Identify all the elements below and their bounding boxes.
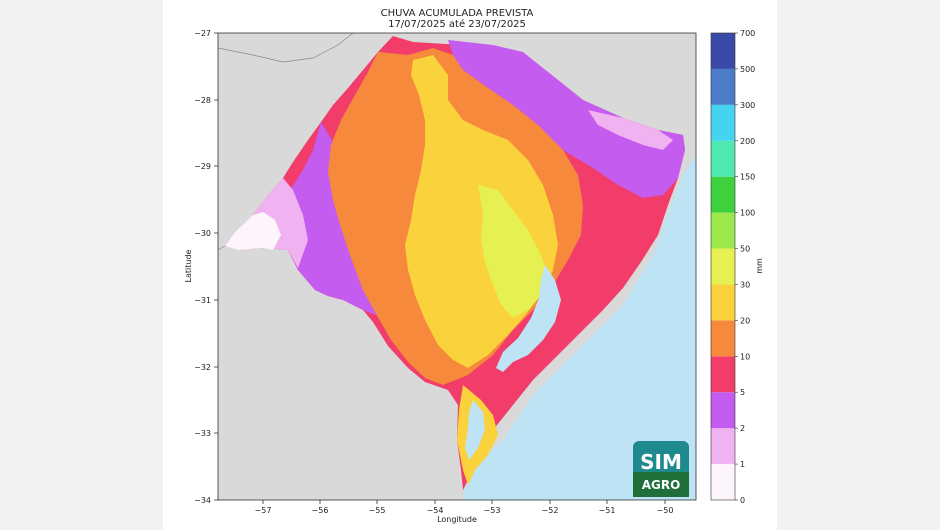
x-tick-label: −50 xyxy=(657,506,674,515)
central-rainfall-30-50mm xyxy=(478,185,548,318)
x-tick-label: −54 xyxy=(427,506,444,515)
y-axis-ticks: −27 −28 −29 −30 −31 −32 −33 −34 xyxy=(194,29,218,505)
lagoa-dos-patos xyxy=(496,265,561,372)
map-area xyxy=(218,33,696,500)
colorbar-tick-label: 1 xyxy=(740,460,745,469)
colorbar-tick-label: 700 xyxy=(740,29,755,38)
figure-panel: CHUVA ACUMULADA PREVISTA 17/07/2025 até … xyxy=(163,0,777,530)
northeast-rainfall-2-5mm xyxy=(448,40,685,198)
lagoa-mirim xyxy=(465,400,485,460)
y-axis-label: Latitude xyxy=(184,249,193,282)
map-subtitle: 17/07/2025 até 23/07/2025 xyxy=(388,18,526,30)
colorbar-tick-label: 50 xyxy=(740,245,750,254)
colorbar-segment xyxy=(711,392,735,429)
x-axis-ticks: −57 −56 −55 −54 −53 −52 −51 −50 xyxy=(255,500,674,515)
colorbar-segment xyxy=(711,104,735,141)
colorbar-segment xyxy=(711,284,735,321)
y-tick-label: −27 xyxy=(194,29,211,38)
colorbar-segment xyxy=(711,212,735,249)
colorbar-tick-label: 2 xyxy=(740,424,745,433)
colorbar-tick-label: 30 xyxy=(740,280,750,289)
colorbar-tick-label: 20 xyxy=(740,316,750,325)
colorbar-segment xyxy=(711,356,735,393)
y-tick-label: −31 xyxy=(194,296,211,305)
y-tick-label: −30 xyxy=(194,229,211,238)
y-tick-label: −32 xyxy=(194,363,211,372)
colorbar-segment xyxy=(711,320,735,357)
sim-agro-logo: SIM AGRO xyxy=(633,441,689,497)
rain-map-figure: CHUVA ACUMULADA PREVISTA 17/07/2025 até … xyxy=(184,8,764,524)
colorbar-segment xyxy=(711,176,735,213)
colorbar-tick-label: 10 xyxy=(740,352,750,361)
colorbar-segment xyxy=(711,140,735,177)
x-tick-label: −53 xyxy=(484,506,501,515)
y-tick-label: −29 xyxy=(194,162,211,171)
x-axis-label: Longitude xyxy=(437,515,477,524)
y-tick-label: −33 xyxy=(194,429,211,438)
colorbar-frame xyxy=(710,32,736,501)
map-title: CHUVA ACUMULADA PREVISTA xyxy=(381,8,534,19)
colorbar-segment xyxy=(711,68,735,105)
colorbar-segment xyxy=(711,464,735,500)
colorbar-tick-label: 100 xyxy=(740,209,755,218)
northeast-rainfall-1-2mm xyxy=(588,110,673,150)
colorbar-tick-label: 0 xyxy=(740,496,745,505)
border-line-north xyxy=(218,33,354,63)
colorbar-segment xyxy=(711,33,735,69)
colorbar-tick-label: 150 xyxy=(740,173,755,182)
border-line-west xyxy=(218,245,226,251)
logo-agro-text: AGRO xyxy=(642,478,681,492)
y-tick-label: −34 xyxy=(194,496,211,505)
colorbar-unit-label: mm xyxy=(755,258,764,274)
x-tick-label: −51 xyxy=(599,506,616,515)
x-tick-label: −55 xyxy=(369,506,386,515)
x-tick-label: −57 xyxy=(255,506,272,515)
x-tick-label: −52 xyxy=(542,506,559,515)
colorbar-segment xyxy=(711,428,735,465)
colorbar-segment xyxy=(711,248,735,285)
colorbar: 0 1 2 5 10 20 30 50 100 150 200 300 500 700 xyxy=(711,29,755,505)
colorbar-tick-label: 5 xyxy=(740,388,745,397)
colorbar-tick-label: 300 xyxy=(740,101,755,110)
y-tick-label: −28 xyxy=(194,96,211,105)
x-tick-label: −56 xyxy=(312,506,329,515)
plot-frame xyxy=(217,32,697,501)
west-rainfall-0-1mm xyxy=(225,212,281,250)
colorbar-tick-label: 200 xyxy=(740,137,755,146)
colorbar-tick-label: 500 xyxy=(740,65,755,74)
logo-sim-text: SIM xyxy=(640,450,682,474)
ocean xyxy=(463,155,696,500)
